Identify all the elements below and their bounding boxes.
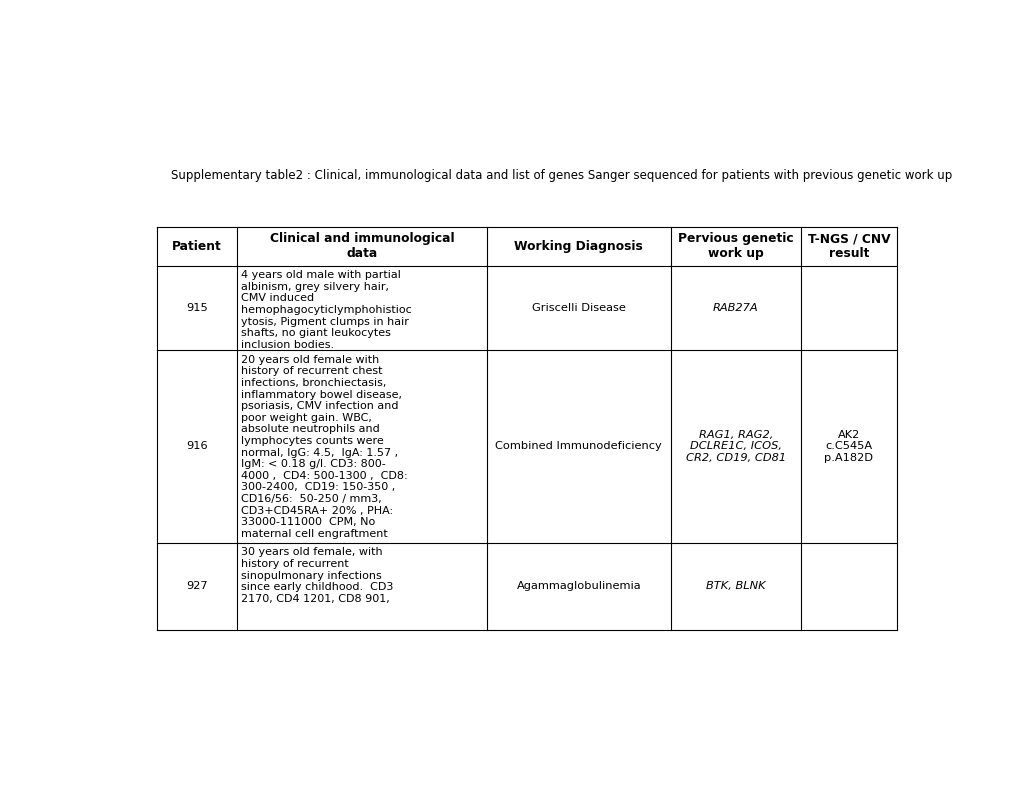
Text: 915: 915 — [185, 303, 208, 313]
Text: Supplementary table2 : Clinical, immunological data and list of genes Sanger seq: Supplementary table2 : Clinical, immunol… — [171, 169, 952, 181]
Text: 30 years old female, with
history of recurrent
sinopulmonary infections
since ea: 30 years old female, with history of rec… — [240, 548, 392, 604]
Text: RAG1, RAG2,
DCLRE1C, ICOS,
CR2, CD19, CD81: RAG1, RAG2, DCLRE1C, ICOS, CR2, CD19, CD… — [685, 429, 785, 463]
Text: BTK, BLNK: BTK, BLNK — [705, 582, 765, 591]
Text: AK2
c.C545A
p.A182D: AK2 c.C545A p.A182D — [823, 429, 872, 463]
Text: 20 years old female with
history of recurrent chest
infections, bronchiectasis,
: 20 years old female with history of recu… — [240, 355, 407, 539]
Text: Griscelli Disease: Griscelli Disease — [531, 303, 625, 313]
Text: 916: 916 — [185, 441, 208, 452]
Text: Patient: Patient — [172, 240, 221, 253]
Text: 927: 927 — [185, 582, 208, 591]
Text: Combined Immunodeficiency: Combined Immunodeficiency — [495, 441, 661, 452]
Text: Clinical and immunological
data: Clinical and immunological data — [269, 232, 453, 260]
Text: RAB27A: RAB27A — [712, 303, 758, 313]
Text: Agammaglobulinemia: Agammaglobulinemia — [516, 582, 641, 591]
Text: T-NGS / CNV
result: T-NGS / CNV result — [807, 232, 890, 260]
Text: Working Diagnosis: Working Diagnosis — [514, 240, 643, 253]
Text: 4 years old male with partial
albinism, grey silvery hair,
CMV induced
hemophago: 4 years old male with partial albinism, … — [240, 270, 411, 350]
Text: Pervious genetic
work up: Pervious genetic work up — [678, 232, 793, 260]
